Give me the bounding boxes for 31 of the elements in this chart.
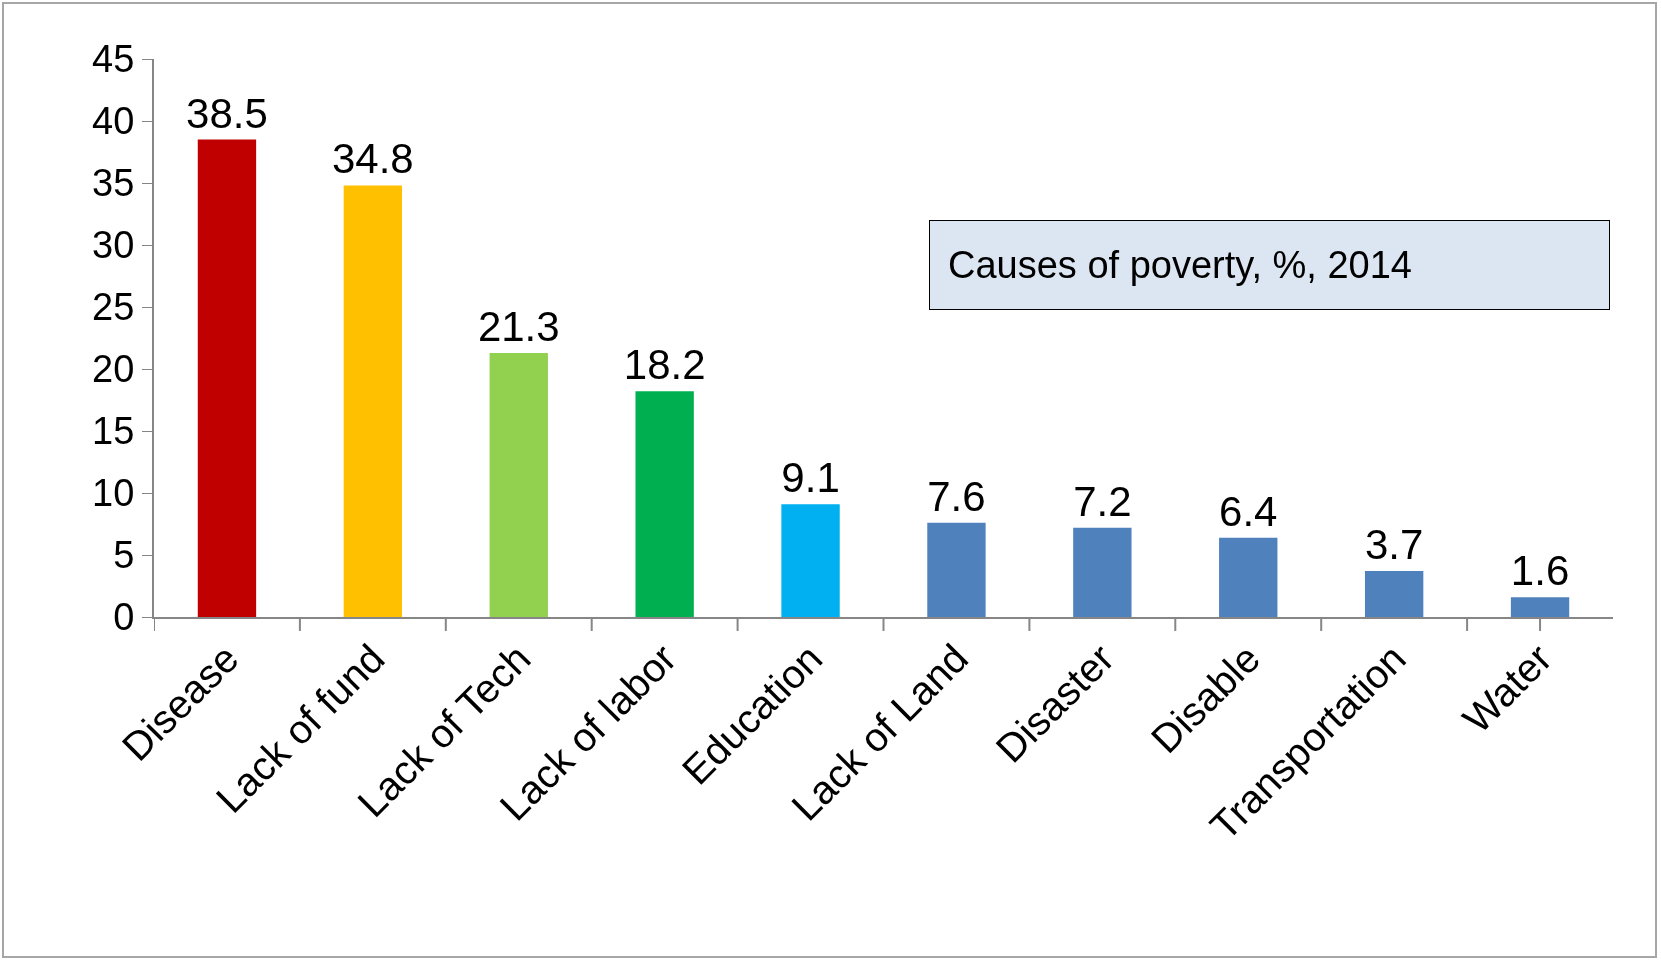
y-tick-label: 0	[113, 596, 135, 639]
data-label: 1.6	[1510, 547, 1570, 595]
bar	[1219, 537, 1278, 617]
data-label: 9.1	[781, 454, 840, 502]
data-label: 21.3	[477, 302, 560, 350]
bar	[1364, 571, 1424, 617]
data-label: 7.2	[1073, 477, 1132, 525]
data-label: 6.4	[1219, 487, 1278, 535]
data-label: 38.5	[186, 89, 268, 137]
bar	[927, 522, 986, 617]
y-tick-label: 30	[92, 224, 135, 267]
bar	[1510, 597, 1570, 617]
y-tick-label: 10	[92, 472, 135, 515]
data-label: 7.6	[927, 472, 986, 520]
bar	[489, 352, 548, 617]
y-tick-label: 45	[92, 38, 135, 81]
bar	[197, 139, 257, 617]
bar	[781, 504, 840, 617]
y-tick-label: 5	[113, 534, 135, 577]
data-label: 3.7	[1364, 521, 1424, 569]
y-tick-label: 25	[92, 286, 135, 329]
bar	[343, 185, 403, 617]
bar	[635, 391, 694, 617]
data-label: 18.2	[623, 341, 706, 389]
bar	[1073, 527, 1132, 617]
y-tick-label: 35	[92, 162, 135, 205]
data-label: 34.8	[331, 135, 414, 183]
y-tick-label: 15	[92, 410, 135, 453]
y-tick-label: 40	[92, 100, 135, 143]
text: Causes of poverty, %, 2014	[948, 244, 1412, 287]
y-tick-label: 20	[92, 348, 135, 391]
